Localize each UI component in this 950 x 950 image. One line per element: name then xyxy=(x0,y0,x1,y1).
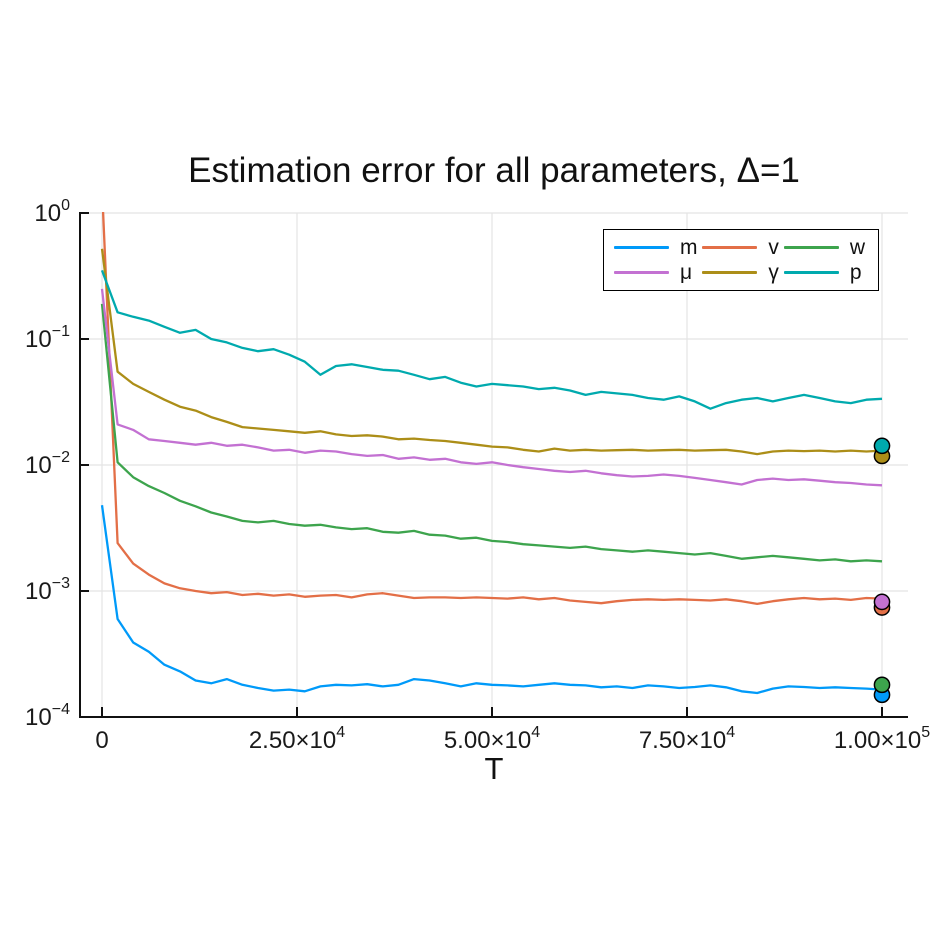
end-marker-μ xyxy=(873,593,891,611)
series-line-v xyxy=(101,212,883,606)
chart-title: Estimation error for all parameters, Δ=1 xyxy=(188,151,800,190)
legend-swatch-w xyxy=(783,246,839,249)
x-tick-label: 7.50×104 xyxy=(639,724,735,754)
y-tick-label: 10−1 xyxy=(25,323,70,353)
legend-label-γ: γ xyxy=(768,261,779,284)
legend-entry-p: p xyxy=(783,261,865,285)
x-tick-label: 1.00×105 xyxy=(834,724,930,754)
x-tick-label: 2.50×104 xyxy=(249,724,345,754)
series-line-m xyxy=(100,505,883,695)
series-line-γ xyxy=(100,248,883,456)
legend-swatch-m xyxy=(614,246,669,249)
legend-swatch-γ xyxy=(702,271,758,274)
legend-entry-γ: γ xyxy=(702,261,779,285)
x-tick-label: 5.00×104 xyxy=(444,724,540,754)
y-tick-label: 100 xyxy=(34,197,70,227)
x-axis-label: T xyxy=(484,751,504,786)
y-tick-label: 10−4 xyxy=(25,701,70,731)
y-tick-label: 10−2 xyxy=(25,449,70,479)
end-marker-w xyxy=(873,676,891,694)
y-tick-label: 10−3 xyxy=(25,575,70,605)
series-group xyxy=(100,212,891,704)
legend-label-w: w xyxy=(849,236,865,259)
series-line-p xyxy=(100,269,883,410)
x-tick-label: 0 xyxy=(95,727,108,754)
legend-entry-v: v xyxy=(702,236,779,260)
legend-swatch-μ xyxy=(614,271,669,274)
legend-label-v: v xyxy=(768,236,779,259)
legend-entry-μ: μ xyxy=(614,261,698,285)
legend-swatch-v xyxy=(702,246,758,249)
legend-label-p: p xyxy=(849,261,862,284)
series-line-w xyxy=(100,303,883,563)
end-marker-p xyxy=(873,437,891,455)
legend-label-μ: μ xyxy=(680,261,693,284)
legend-entry-w: w xyxy=(783,236,865,260)
legend-entry-m: m xyxy=(614,236,698,260)
legend-swatch-p xyxy=(783,271,839,274)
legend-label-m: m xyxy=(680,236,698,259)
series-line-μ xyxy=(100,288,883,487)
